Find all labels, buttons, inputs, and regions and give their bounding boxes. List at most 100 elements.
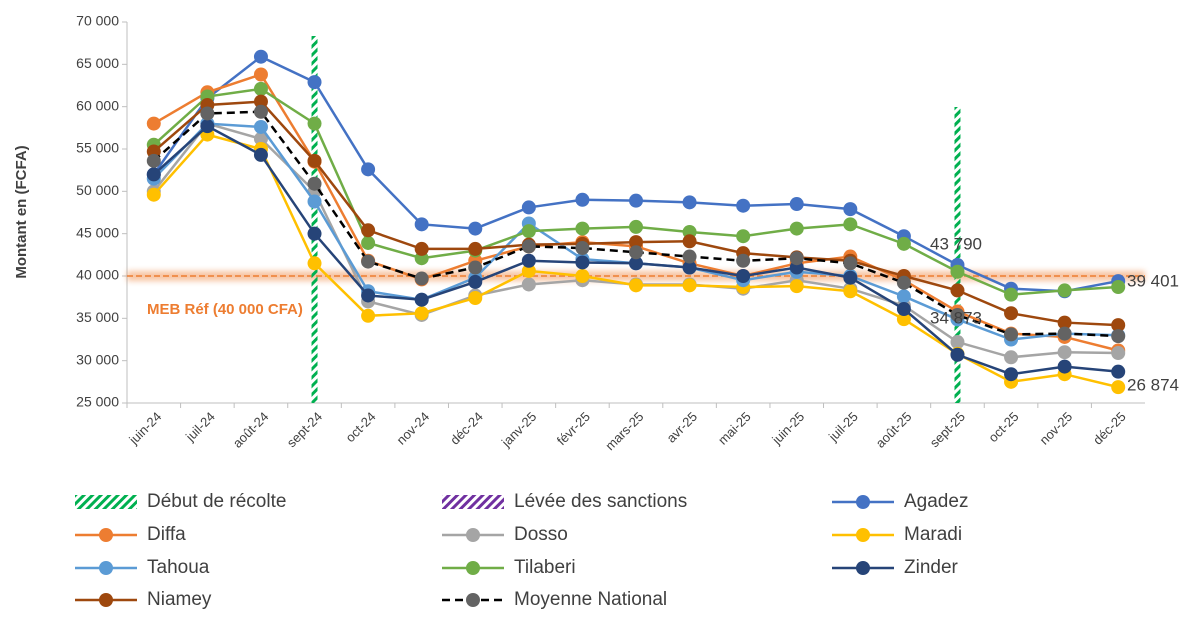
series-point [1004, 327, 1019, 342]
annotation: 39 401 [1127, 271, 1179, 290]
series-point [629, 219, 643, 234]
series-point [629, 235, 643, 250]
series-point [789, 197, 804, 212]
series-point [468, 260, 483, 275]
series-point [414, 271, 429, 286]
series-point [414, 217, 429, 232]
series-point [1111, 329, 1126, 344]
y-tick-label: 70 000 [76, 13, 119, 29]
series-point [361, 162, 376, 177]
x-tick-label: mai-25 [715, 409, 754, 448]
series-point [200, 119, 215, 134]
series-point [950, 264, 965, 279]
legend-label: Zinder [904, 557, 959, 578]
y-tick-label: 50 000 [76, 182, 119, 198]
series-point [146, 187, 161, 202]
series-point [146, 116, 161, 131]
series-point [950, 283, 965, 298]
y-tick-label: 35 000 [76, 309, 119, 325]
series-point [896, 289, 911, 304]
legend-swatch [99, 593, 113, 607]
legend-label: Moyenne National [514, 589, 667, 610]
series-point [200, 106, 215, 121]
series-point [521, 224, 536, 239]
series-point [1111, 280, 1126, 295]
series-point [843, 202, 858, 217]
legend-label: Maradi [904, 524, 962, 545]
series-point [307, 116, 322, 131]
legend-swatch [466, 593, 480, 607]
series-point [1111, 380, 1126, 395]
legend-label: Lévée des sanctions [514, 491, 687, 512]
x-tick-label: janv-25 [498, 409, 539, 450]
series-point [629, 193, 643, 208]
series-point [843, 217, 858, 232]
series-point [361, 254, 376, 269]
series-point [146, 153, 161, 168]
legend-swatch [75, 495, 137, 509]
series-point [253, 81, 268, 96]
legend-swatch [856, 561, 870, 575]
series-point [736, 198, 751, 213]
series-point [896, 312, 911, 327]
series-point [253, 147, 268, 162]
series-point [1111, 346, 1126, 361]
series-point [521, 253, 536, 268]
series-point [414, 306, 429, 321]
series-point [468, 221, 483, 236]
series-point [629, 256, 643, 271]
x-tick-label: oct-24 [342, 409, 378, 445]
series-point [307, 176, 322, 191]
series-point [307, 256, 322, 271]
series-point [789, 279, 804, 294]
series-point [307, 75, 322, 90]
series-point [575, 269, 590, 283]
series-point [629, 245, 643, 260]
series-point [1111, 364, 1126, 379]
y-tick-label: 40 000 [76, 267, 119, 283]
legend-swatch [466, 528, 480, 542]
legend-label: Dosso [514, 524, 568, 545]
annotation: 26 874 [1127, 375, 1179, 394]
series-point [253, 67, 268, 82]
series-point [1111, 318, 1126, 333]
series-point [682, 278, 697, 293]
series-point [1004, 306, 1019, 321]
annotation: 34 873 [930, 308, 982, 327]
reference-label: MEB Réf (40 000 CFA) [147, 301, 303, 318]
series-point [307, 226, 322, 241]
y-tick-label: 65 000 [76, 55, 119, 71]
series-point [361, 235, 376, 250]
y-tick-label: 60 000 [76, 97, 119, 113]
y-tick-label: 25 000 [76, 394, 119, 410]
series-point [468, 274, 483, 289]
series-point [521, 200, 536, 215]
series-point [414, 241, 429, 256]
legend-label: Tilaberi [514, 557, 576, 578]
series-point [682, 195, 697, 210]
x-tick-label: juin-24 [125, 409, 164, 448]
series-point [361, 308, 376, 323]
series-point [146, 167, 161, 182]
x-tick-label: févr-25 [554, 409, 593, 448]
series-point [414, 292, 429, 307]
series-point [1057, 283, 1072, 298]
series-point [361, 223, 376, 238]
x-tick-label: juil-25 [825, 409, 861, 445]
series-point [253, 104, 268, 119]
series-point [575, 221, 590, 236]
series-point [736, 269, 751, 283]
legend-swatch [99, 528, 113, 542]
series-point [1057, 359, 1072, 374]
series-point [789, 221, 804, 236]
x-tick-label: juin-25 [768, 409, 807, 448]
series-point [736, 229, 751, 244]
series-point [575, 241, 590, 256]
series-point [521, 263, 536, 278]
x-tick-label: avr-25 [663, 409, 700, 446]
x-tick-label: mars-25 [602, 409, 646, 453]
legend-label: Tahoua [147, 557, 210, 578]
series-point [843, 256, 858, 271]
series-point [1057, 326, 1072, 341]
